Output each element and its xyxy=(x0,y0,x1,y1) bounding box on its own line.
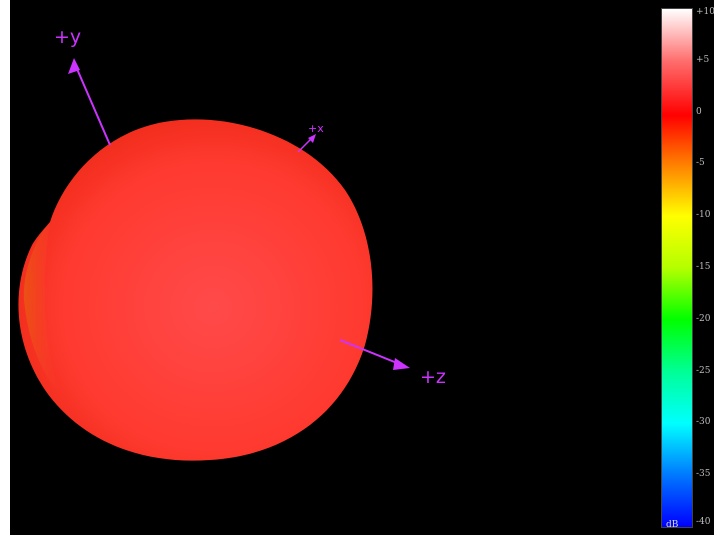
x-axis-label: +x xyxy=(308,122,324,135)
colorbar-tick-label: -35 xyxy=(696,469,711,480)
radiation-pattern-surface xyxy=(18,119,373,461)
colorbar-tick-label: 0 xyxy=(696,106,702,117)
colorbar-tick-label: -5 xyxy=(696,158,705,169)
colorbar-tick-label: +10 xyxy=(696,7,714,17)
colorbar-tick-label: -25 xyxy=(696,365,711,376)
3d-viewport[interactable]: +y +x +z +10 +5 0 -5 -10 -15 -20 -25 -30 -35 -40 d… xyxy=(10,0,714,535)
colorbar-unit-label: dB xyxy=(666,520,679,530)
colorbar xyxy=(661,8,693,528)
y-axis-arrowhead xyxy=(68,58,80,74)
surface-left-lobe-shading xyxy=(23,222,60,395)
z-axis-arrowhead xyxy=(393,358,410,370)
colorbar-tick-label: -30 xyxy=(696,417,711,428)
colorbar-tick-label: -15 xyxy=(696,262,711,272)
x-axis-arrowhead xyxy=(308,134,316,143)
z-axis-line xyxy=(339,339,403,366)
colorbar-tick-label: -20 xyxy=(696,313,711,324)
colorbar-tick-label: -40 xyxy=(696,517,711,527)
colorbar-tick-label: -10 xyxy=(696,210,711,221)
colorbar-tick-label: +5 xyxy=(696,54,710,65)
colorbar-gradient xyxy=(662,9,692,527)
z-axis-label: +z xyxy=(420,366,446,388)
y-axis-line xyxy=(73,61,111,146)
radiation-pattern-scene xyxy=(18,58,410,461)
y-axis-label: +y xyxy=(54,26,82,48)
